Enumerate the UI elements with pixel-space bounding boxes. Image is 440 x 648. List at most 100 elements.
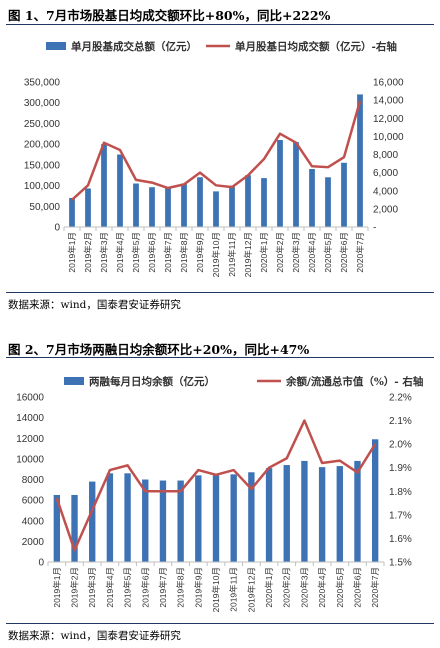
- bar: [277, 140, 283, 227]
- bar: [69, 198, 75, 227]
- line-point: [162, 490, 164, 492]
- line-point: [279, 133, 281, 135]
- line-point: [295, 142, 297, 144]
- line-point: [151, 181, 153, 184]
- line-point: [91, 509, 93, 511]
- right-axis-tick-label: 1.8%: [389, 487, 412, 498]
- line-point: [183, 183, 185, 186]
- line-point: [197, 469, 199, 471]
- x-axis-category-label: 2019年11月: [227, 232, 237, 277]
- x-axis-category-label: 2019年8月: [179, 232, 189, 273]
- x-axis-category-label: 2019年6月: [147, 232, 157, 273]
- x-axis-category-label: 2020年3月: [291, 232, 301, 273]
- line-point: [73, 549, 76, 551]
- figure-1-title: 图 1、7月市场股基日均成交额环比+80%，同比+222%: [8, 8, 331, 23]
- left-axis-tick-label: 4000: [22, 516, 45, 527]
- bar: [230, 474, 237, 562]
- bar: [53, 494, 61, 562]
- left-axis-tick-label: 12000: [16, 434, 44, 445]
- right-axis-tick-label: -: [373, 223, 376, 234]
- bar: [213, 191, 219, 227]
- x-axis-category-label: 2019年5月: [131, 232, 141, 273]
- x-axis-category-label: 2019年2月: [83, 232, 93, 273]
- left-axis-tick-label: 350,000: [24, 78, 61, 89]
- bar: [336, 466, 343, 562]
- left-axis-tick-label: 200,000: [24, 140, 61, 151]
- legend-bar-swatch: [46, 42, 66, 50]
- x-axis-category-label: 2019年10月: [211, 232, 221, 277]
- right-axis-tick-label: 1.5%: [389, 558, 412, 569]
- bar: [117, 154, 123, 227]
- figure-2-source: 数据来源：wind，国泰君安证券研究: [8, 630, 181, 642]
- left-axis-tick-label: 100,000: [24, 181, 61, 192]
- x-axis-category-label: 2020年2月: [282, 567, 292, 608]
- bar: [142, 479, 149, 562]
- x-axis-category-label: 2019年7月: [158, 567, 168, 608]
- line-point: [56, 497, 58, 499]
- bar: [165, 188, 171, 227]
- figure-2-title: 图 2、7月市场两融日均余额环比+20%，同比+47%: [8, 342, 310, 357]
- bar: [318, 467, 326, 562]
- left-axis-tick-label: 14000: [16, 413, 44, 424]
- x-axis-category-label: 2019年3月: [87, 567, 97, 608]
- bar: [325, 177, 331, 227]
- left-axis-tick-label: 6000: [22, 496, 45, 507]
- line-point: [109, 469, 111, 471]
- legend-bar-swatch: [64, 377, 84, 385]
- line-point: [215, 474, 217, 476]
- right-axis-tick-label: 10,000: [373, 132, 404, 143]
- bar: [133, 183, 139, 227]
- line-point: [119, 149, 121, 151]
- x-axis-category-label: 2019年4月: [105, 567, 115, 608]
- x-axis-category-label: 2020年4月: [307, 232, 317, 273]
- left-axis-tick-label: 8000: [22, 475, 45, 486]
- bar: [195, 475, 202, 562]
- line-point: [327, 166, 329, 168]
- right-axis-tick-label: 2.0%: [389, 440, 412, 451]
- bar: [229, 185, 235, 227]
- right-axis-tick-label: 2.1%: [389, 416, 412, 427]
- bar: [371, 439, 379, 562]
- x-axis-category-label: 2020年7月: [355, 232, 365, 273]
- legend-line-label: 余额/流通总市值（%）- 右轴: [285, 375, 423, 388]
- x-axis-category-label: 2019年12月: [243, 232, 253, 277]
- x-axis-category-label: 2019年8月: [176, 567, 186, 608]
- bar: [71, 494, 78, 562]
- right-axis-tick-label: 1.9%: [389, 463, 412, 474]
- line-point: [343, 156, 345, 158]
- line-point: [339, 460, 341, 462]
- x-axis-category-label: 2020年5月: [335, 567, 345, 608]
- left-axis-tick-label: 0: [38, 558, 44, 569]
- legend-bar-label: 单月股基成交总额（亿元）: [71, 40, 197, 53]
- bar: [341, 162, 347, 227]
- bar: [177, 480, 184, 562]
- line-point: [199, 172, 201, 174]
- bar: [197, 177, 203, 227]
- right-axis-tick-label: 12,000: [373, 114, 404, 125]
- bar: [245, 175, 251, 227]
- x-axis-category-label: 2019年5月: [123, 567, 133, 608]
- right-axis-tick-label: 8,000: [373, 150, 398, 161]
- left-axis-tick-label: 150,000: [24, 160, 61, 171]
- line-point: [286, 457, 288, 459]
- bar: [265, 468, 273, 562]
- bar: [181, 183, 187, 227]
- line-point: [215, 184, 217, 186]
- left-axis-tick-label: 0: [54, 223, 60, 234]
- right-axis-tick-label: 2.2%: [389, 393, 412, 404]
- x-axis-category-label: 2019年1月: [52, 567, 62, 608]
- x-axis-category-label: 2019年3月: [99, 232, 109, 273]
- bar: [159, 480, 167, 562]
- line-point: [144, 490, 146, 492]
- line-point: [303, 419, 306, 422]
- x-axis-category-label: 2020年7月: [370, 567, 380, 608]
- left-axis-tick-label: 10000: [16, 454, 44, 465]
- line-point: [167, 187, 169, 189]
- figure-2-chart: 两融每月日均余额（亿元） 余额/流通总市值（%）- 右轴 0 2000 4000 6000…: [16, 375, 423, 612]
- x-axis-category-label: 2019年4月: [115, 232, 125, 273]
- line-point: [71, 199, 73, 201]
- bar: [106, 473, 114, 562]
- bar: [85, 188, 91, 227]
- x-axis-category-label: 2019年1月: [67, 232, 77, 273]
- figure-1-chart: 单月股基成交总额（亿元） 单月股基日均成交额（亿元）-右轴 0 50,000 100,0…: [24, 40, 404, 277]
